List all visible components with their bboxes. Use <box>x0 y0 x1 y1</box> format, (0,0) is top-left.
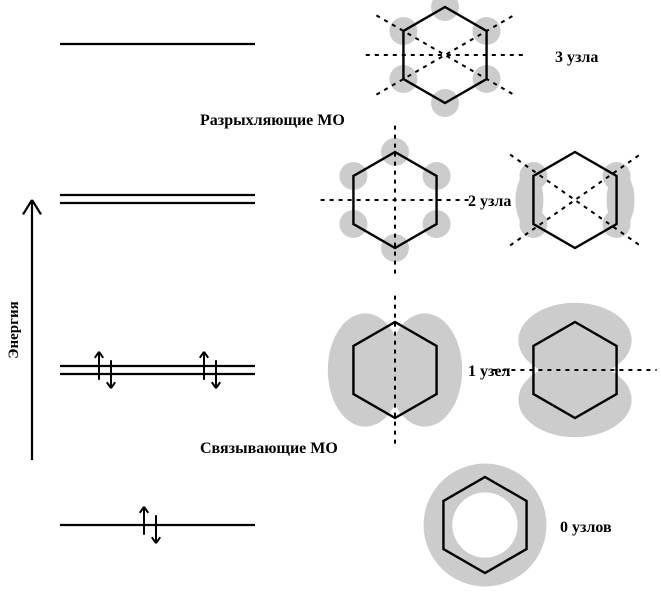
mo-3-nodes <box>366 0 524 117</box>
nodes0-label: 0 узлов <box>560 519 612 536</box>
bonding-label: Связывающие МО <box>200 440 338 457</box>
nodes2-label: 2 узла <box>468 193 511 210</box>
mo-1-node-b <box>493 303 656 437</box>
antibonding-label: Разрыхляющие МО <box>200 112 345 129</box>
nodes1-label: 1 узел <box>468 363 511 380</box>
mo-1-node-a <box>328 296 462 445</box>
energy-axis-label: Энергия <box>6 301 22 358</box>
nodes3-label: 3 узла <box>555 49 598 66</box>
mo-0-nodes <box>424 464 547 587</box>
mo-2-nodes-b <box>510 152 640 248</box>
mo-2-nodes-a <box>321 126 470 275</box>
